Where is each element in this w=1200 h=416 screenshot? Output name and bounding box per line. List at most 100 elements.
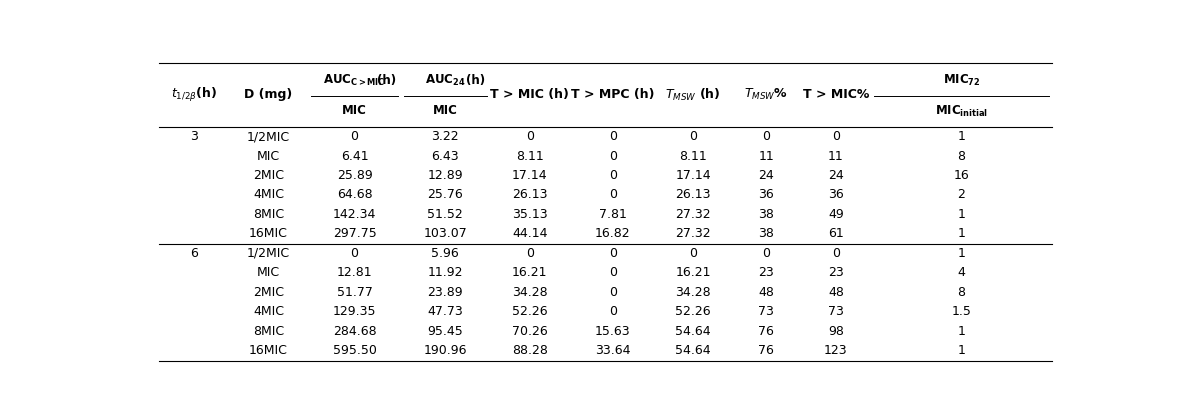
Text: 0: 0 — [350, 130, 359, 143]
Text: 12.89: 12.89 — [427, 169, 463, 182]
Text: 6: 6 — [191, 247, 198, 260]
Text: 17.14: 17.14 — [676, 169, 710, 182]
Text: 1.5: 1.5 — [952, 305, 971, 318]
Text: 70.26: 70.26 — [512, 325, 547, 338]
Text: 48: 48 — [758, 286, 774, 299]
Text: D (mg): D (mg) — [245, 88, 293, 101]
Text: 2: 2 — [958, 188, 965, 201]
Text: 142.34: 142.34 — [332, 208, 377, 221]
Text: 17.14: 17.14 — [512, 169, 547, 182]
Text: 33.64: 33.64 — [595, 344, 630, 357]
Text: 8.11: 8.11 — [516, 149, 544, 163]
Text: 190.96: 190.96 — [424, 344, 467, 357]
Text: 0: 0 — [689, 247, 697, 260]
Text: 8: 8 — [958, 149, 966, 163]
Text: 1/2MIC: 1/2MIC — [247, 130, 290, 143]
Text: 16.82: 16.82 — [595, 228, 630, 240]
Text: 0: 0 — [608, 266, 617, 280]
Text: 4: 4 — [958, 266, 965, 280]
Text: 1/2MIC: 1/2MIC — [247, 247, 290, 260]
Text: 76: 76 — [758, 344, 774, 357]
Text: 0: 0 — [526, 247, 534, 260]
Text: 1: 1 — [958, 130, 965, 143]
Text: 4MIC: 4MIC — [253, 188, 284, 201]
Text: 64.68: 64.68 — [337, 188, 372, 201]
Text: 8: 8 — [958, 286, 966, 299]
Text: $\mathdefault{MIC_{72}}$: $\mathdefault{MIC_{72}}$ — [943, 73, 980, 88]
Text: 51.52: 51.52 — [427, 208, 463, 221]
Text: 0: 0 — [608, 169, 617, 182]
Text: 0: 0 — [608, 130, 617, 143]
Text: 27.32: 27.32 — [676, 208, 710, 221]
Text: 0: 0 — [608, 305, 617, 318]
Text: 8.11: 8.11 — [679, 149, 707, 163]
Text: 15.63: 15.63 — [595, 325, 630, 338]
Text: 52.26: 52.26 — [676, 305, 710, 318]
Text: 26.13: 26.13 — [676, 188, 710, 201]
Text: 16MIC: 16MIC — [250, 344, 288, 357]
Text: 0: 0 — [832, 247, 840, 260]
Text: 34.28: 34.28 — [512, 286, 547, 299]
Text: 76: 76 — [758, 325, 774, 338]
Text: 8MIC: 8MIC — [253, 208, 284, 221]
Text: 11: 11 — [758, 149, 774, 163]
Text: 44.14: 44.14 — [512, 228, 547, 240]
Text: 36: 36 — [828, 188, 844, 201]
Text: 35.13: 35.13 — [512, 208, 547, 221]
Text: 0: 0 — [526, 130, 534, 143]
Text: 5.96: 5.96 — [432, 247, 460, 260]
Text: 23.89: 23.89 — [427, 286, 463, 299]
Text: 7.81: 7.81 — [599, 208, 626, 221]
Text: 6.41: 6.41 — [341, 149, 368, 163]
Text: 24: 24 — [758, 169, 774, 182]
Text: 48: 48 — [828, 286, 844, 299]
Text: 3.22: 3.22 — [432, 130, 460, 143]
Text: 16: 16 — [954, 169, 970, 182]
Text: $T_{MSW}$ (h): $T_{MSW}$ (h) — [665, 87, 721, 103]
Text: 16.21: 16.21 — [512, 266, 547, 280]
Text: 123: 123 — [824, 344, 847, 357]
Text: 6.43: 6.43 — [432, 149, 460, 163]
Text: 54.64: 54.64 — [676, 344, 710, 357]
Text: 1: 1 — [958, 247, 965, 260]
Text: 38: 38 — [758, 228, 774, 240]
Text: 0: 0 — [608, 188, 617, 201]
Text: $t_{1/2\beta}$(h): $t_{1/2\beta}$(h) — [172, 86, 217, 104]
Text: 12.81: 12.81 — [337, 266, 372, 280]
Text: 47.73: 47.73 — [427, 305, 463, 318]
Text: 26.13: 26.13 — [512, 188, 547, 201]
Text: 34.28: 34.28 — [676, 286, 710, 299]
Text: 1: 1 — [958, 344, 965, 357]
Text: 52.26: 52.26 — [512, 305, 547, 318]
Text: T > MPC (h): T > MPC (h) — [571, 88, 654, 101]
Text: 36: 36 — [758, 188, 774, 201]
Text: 103.07: 103.07 — [424, 228, 467, 240]
Text: 1: 1 — [958, 228, 965, 240]
Text: 2MIC: 2MIC — [253, 286, 284, 299]
Text: 0: 0 — [762, 130, 770, 143]
Text: $T_{MSW}$%: $T_{MSW}$% — [744, 87, 788, 102]
Text: 23: 23 — [758, 266, 774, 280]
Text: $\mathdefault{AUC_{24}}$: $\mathdefault{AUC_{24}}$ — [425, 73, 466, 88]
Text: MIC: MIC — [342, 104, 367, 117]
Text: 98: 98 — [828, 325, 844, 338]
Text: 51.77: 51.77 — [337, 286, 372, 299]
Text: 0: 0 — [608, 149, 617, 163]
Text: 25.76: 25.76 — [427, 188, 463, 201]
Text: 4MIC: 4MIC — [253, 305, 284, 318]
Text: 0: 0 — [832, 130, 840, 143]
Text: 61: 61 — [828, 228, 844, 240]
Text: 11: 11 — [828, 149, 844, 163]
Text: 0: 0 — [608, 286, 617, 299]
Text: 73: 73 — [828, 305, 844, 318]
Text: 0: 0 — [762, 247, 770, 260]
Text: 49: 49 — [828, 208, 844, 221]
Text: 2MIC: 2MIC — [253, 169, 284, 182]
Text: 16.21: 16.21 — [676, 266, 710, 280]
Text: 0: 0 — [689, 130, 697, 143]
Text: 8MIC: 8MIC — [253, 325, 284, 338]
Text: 24: 24 — [828, 169, 844, 182]
Text: (h): (h) — [466, 74, 485, 87]
Text: 73: 73 — [758, 305, 774, 318]
Text: 3: 3 — [191, 130, 198, 143]
